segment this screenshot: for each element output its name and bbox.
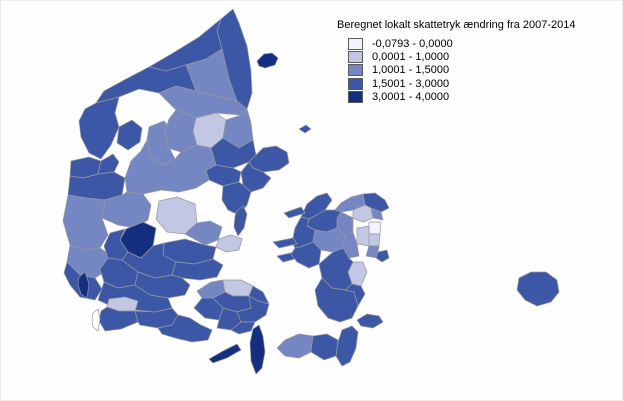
legend-label-3: 1,0001 - 1,5000	[372, 64, 450, 77]
map-legend: Beregnet lokalt skattetryk ændring fra 2…	[337, 19, 607, 104]
map-region-langeland	[249, 324, 266, 375]
map-region-morsoe	[116, 119, 143, 151]
map-region-fanoe	[77, 271, 90, 299]
legend-swatch-1	[348, 37, 363, 50]
legend-rows: -0,0793 - 0,0000 0,0001 - 1,0000 1,0001 - …	[348, 37, 607, 104]
map-region-falster	[335, 325, 359, 367]
legend-swatch-5	[348, 91, 363, 104]
legend-swatch-3	[348, 64, 363, 77]
legend-swatch-2	[348, 51, 363, 64]
map-region-lolland	[276, 333, 314, 359]
legend-label-2: 0,0001 - 1,0000	[372, 51, 450, 64]
legend-title: Beregnet lokalt skattetryk ændring fra 2…	[337, 19, 576, 31]
map-region-fredensborg	[370, 207, 384, 221]
map-region-vesthimmerland	[164, 109, 198, 153]
legend-row-5: 3,0001 - 4,0000	[348, 91, 607, 104]
legend-label-4: 1,5001 - 3,0000	[372, 77, 450, 90]
map-region-ballerup-egedal	[356, 225, 370, 247]
map-region-herning	[101, 191, 152, 229]
map-region-samsoe	[233, 205, 248, 237]
map-region-sjaellands-odde	[283, 206, 306, 219]
map-region-svendborg	[230, 321, 256, 335]
map-region-lyngby-gentofte	[368, 233, 381, 247]
map-region-thisted	[78, 96, 120, 160]
map-region-guldborgsund	[310, 333, 339, 361]
map-region-roesnaes	[272, 237, 298, 249]
map-region-ringkoebing-skjern	[62, 194, 109, 251]
legend-row-1: -0,0793 - 0,0000	[348, 37, 607, 50]
legend-label-5: 3,0001 - 4,0000	[372, 91, 450, 104]
map-region-skanderborg	[184, 220, 223, 246]
map-region-nyborg	[236, 295, 270, 323]
legend-swatch-4	[348, 77, 363, 90]
map-region-anholt	[298, 124, 312, 134]
legend-label-1: -0,0793 - 0,0000	[372, 37, 453, 50]
map-region-hoersholm-rudersdal	[368, 221, 382, 235]
legend-row-3: 1,0001 - 1,5000	[348, 64, 607, 77]
map-region-laesoe	[256, 52, 279, 69]
map-region-aeroe	[208, 343, 242, 364]
map-region-favrskov	[205, 164, 242, 187]
legend-row-2: 0,0001 - 1,0000	[348, 50, 607, 64]
map-region-bornholm	[516, 271, 560, 307]
map-region-struer	[97, 153, 120, 175]
map-region-jammerbugt	[95, 64, 197, 104]
map-region-moen	[356, 313, 384, 329]
map-region-amager	[375, 249, 390, 263]
map-region-odder	[215, 234, 243, 253]
map-region-roemoe	[91, 308, 101, 332]
map-region-vordingborg	[314, 277, 359, 323]
legend-row-4: 1,5001 - 3,0000	[348, 77, 607, 90]
map-region-soenderborg	[157, 314, 213, 343]
